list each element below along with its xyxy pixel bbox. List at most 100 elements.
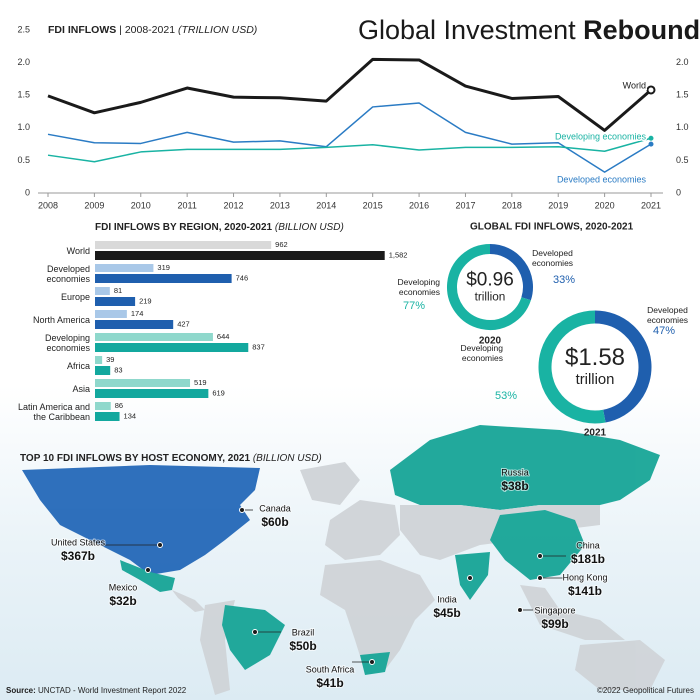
value-label: 134 [124, 411, 137, 420]
location-value: $60b [261, 515, 288, 529]
bar [95, 389, 209, 398]
legend-label: Developed economies [557, 174, 647, 184]
x-tick-label: 2011 [177, 200, 196, 210]
category-label: Africa [66, 361, 90, 371]
y2-tick-label: 1.0 [676, 122, 689, 132]
donut-section-title: GLOBAL FDI INFLOWS, 2020-2021 [470, 222, 634, 233]
location-value: $38b [501, 479, 528, 493]
value-label: 837 [252, 342, 265, 351]
category-label: North America [32, 315, 90, 325]
footer-credit: ©2022 Geopolitical Futures [597, 686, 694, 695]
donut-value-label: 77% [403, 300, 425, 312]
y-tick-label: 1.0 [17, 122, 30, 132]
title-emphasis: Rebound [583, 15, 700, 45]
category-label: Asia [72, 384, 90, 394]
location-name: Brazil [292, 627, 315, 637]
x-tick-label: 2016 [409, 200, 429, 210]
donut-inner-bg [552, 324, 638, 410]
location-value: $41b [316, 676, 343, 690]
map-unit: (BILLION USD) [253, 453, 322, 464]
x-tick-label: 2018 [502, 200, 522, 210]
line-title: FDI INFLOWS [48, 24, 116, 36]
china [490, 510, 585, 580]
bar [95, 264, 154, 272]
y-tick-label: 2.0 [17, 57, 30, 67]
location-marker [517, 607, 523, 613]
location-name: Canada [259, 503, 291, 513]
location-value: $367b [61, 549, 95, 563]
donut-value-label: 33% [553, 274, 575, 286]
australia [575, 640, 665, 690]
source-label: Source: [6, 686, 36, 695]
page-title: Global Investment Rebound [358, 15, 700, 45]
category-label: Developed economies [46, 264, 90, 284]
location-marker [537, 575, 543, 581]
category-label: Developing economies [44, 333, 90, 353]
y2-tick-label: 1.5 [676, 90, 689, 100]
line-unit: (TRILLION USD) [178, 24, 257, 36]
end-point [648, 141, 654, 147]
x-tick-label: 2020 [595, 200, 615, 210]
line-subtitle: | 2008-2021 [119, 24, 175, 36]
bar [95, 412, 120, 421]
bar [95, 343, 249, 352]
value-label: 619 [212, 388, 225, 397]
bar-title: FDI INFLOWS BY REGION, 2020-2021 [95, 222, 273, 233]
location-name: India [437, 594, 457, 604]
x-tick-label: 2014 [316, 200, 336, 210]
location-marker [157, 542, 163, 548]
bar-chart-title: FDI INFLOWS BY REGION, 2020-2021 (BILLIO… [95, 222, 344, 233]
map-chart-title: TOP 10 FDI INFLOWS BY HOST ECONOMY, 2021… [20, 453, 322, 464]
bar [95, 402, 111, 410]
x-tick-label: 2015 [363, 200, 383, 210]
bar [95, 274, 232, 283]
header-backdrop [350, 10, 690, 50]
location-value: $50b [289, 639, 316, 653]
europe [325, 500, 400, 560]
line-series [47, 57, 652, 132]
y2-tick-label: 0.5 [676, 155, 689, 165]
source-text: UNCTAD - World Investment Report 2022 [38, 686, 187, 695]
donut-slice [489, 244, 533, 301]
location-value: $181b [571, 552, 605, 566]
category-label: World [66, 246, 90, 256]
location-value: $32b [109, 594, 136, 608]
bar [95, 366, 111, 375]
donut-center-value: $0.96 [466, 269, 514, 290]
donut-inner-bg [458, 255, 522, 319]
donut-category-label: Developing economies [460, 343, 503, 363]
y-tick-label: 0.5 [17, 155, 30, 165]
donut-center-unit: trillion [475, 291, 506, 304]
location-name: United States [51, 537, 106, 547]
x-tick-label: 2021 [641, 200, 661, 210]
bar [95, 241, 272, 249]
donut-slice [594, 310, 652, 423]
north-america [22, 465, 260, 575]
value-label: 83 [114, 365, 122, 374]
bar [95, 379, 191, 387]
location-name: Hong Kong [562, 572, 607, 582]
africa [320, 560, 435, 672]
mexico [120, 560, 175, 592]
bar [95, 333, 213, 341]
location-value: $141b [568, 584, 602, 598]
brazil [222, 605, 285, 670]
donut-year: 2020 [479, 336, 502, 347]
location-name: Russia [501, 467, 529, 477]
value-label: 427 [177, 319, 190, 328]
india [455, 552, 490, 600]
y-tick-label: 2.5 [17, 24, 30, 34]
location-value: $45b [433, 606, 460, 620]
donut-category-label: Developing economies [397, 277, 440, 297]
donut-value-label: 47% [653, 325, 675, 337]
donut-center-unit: trillion [576, 372, 615, 388]
y2-tick-label: 0 [676, 187, 681, 197]
value-label: 39 [106, 355, 114, 364]
x-tick-label: 2013 [270, 200, 290, 210]
central-america [172, 590, 205, 612]
donut-slice [447, 244, 531, 330]
end-point [646, 85, 656, 95]
bar [95, 297, 136, 306]
